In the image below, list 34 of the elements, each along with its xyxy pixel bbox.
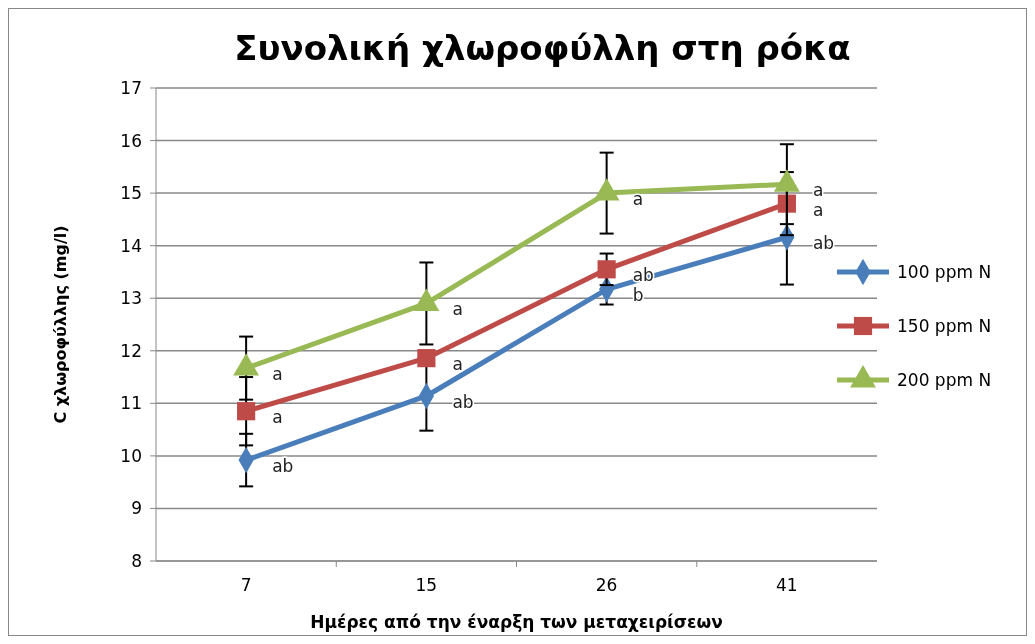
y-tick-label: 8 bbox=[131, 550, 142, 571]
point bbox=[237, 402, 256, 421]
x-tick-label: 41 bbox=[776, 575, 798, 595]
annotation: ab bbox=[452, 391, 474, 412]
annotation: a bbox=[452, 354, 463, 375]
annotation: a bbox=[272, 407, 283, 428]
y-tick-label: 13 bbox=[120, 288, 142, 309]
x-tick-label: 15 bbox=[415, 575, 438, 595]
y-tick-label: 11 bbox=[120, 393, 142, 414]
y-tick-label: 16 bbox=[120, 130, 142, 151]
legend-label: 150 ppm N bbox=[897, 315, 992, 336]
y-tick-label: 14 bbox=[120, 235, 142, 256]
legend-label: 100 ppm N bbox=[897, 261, 992, 282]
y-tick-label: 17 bbox=[120, 77, 142, 98]
chart-title: Συνολική χλωροφύλλη στη ρόκα bbox=[234, 28, 851, 68]
annotation: a bbox=[812, 199, 824, 220]
annotation: a bbox=[812, 180, 824, 201]
x-axis-title: Ημέρες από την έναρξη των μεταχειρίσεων bbox=[310, 612, 723, 632]
y-tick-label: 15 bbox=[120, 183, 142, 204]
y-tick-label: 12 bbox=[120, 340, 142, 361]
annotation: a bbox=[272, 364, 283, 385]
point bbox=[417, 349, 436, 368]
y-tick-label: 9 bbox=[131, 498, 142, 519]
annotation: b bbox=[632, 285, 644, 306]
x-tick-label: 7 bbox=[240, 575, 252, 595]
x-tick-label: 26 bbox=[595, 575, 618, 595]
point bbox=[597, 260, 616, 279]
annotation: a bbox=[452, 299, 463, 320]
annotation: ab bbox=[812, 233, 835, 254]
annotation: ab bbox=[272, 456, 294, 477]
annotation: a bbox=[632, 189, 644, 210]
y-tick-label: 10 bbox=[120, 445, 142, 466]
y-axis-title: C χλωροφύλλης (mg/l) bbox=[51, 225, 70, 424]
legend-label: 200 ppm N bbox=[897, 369, 992, 390]
